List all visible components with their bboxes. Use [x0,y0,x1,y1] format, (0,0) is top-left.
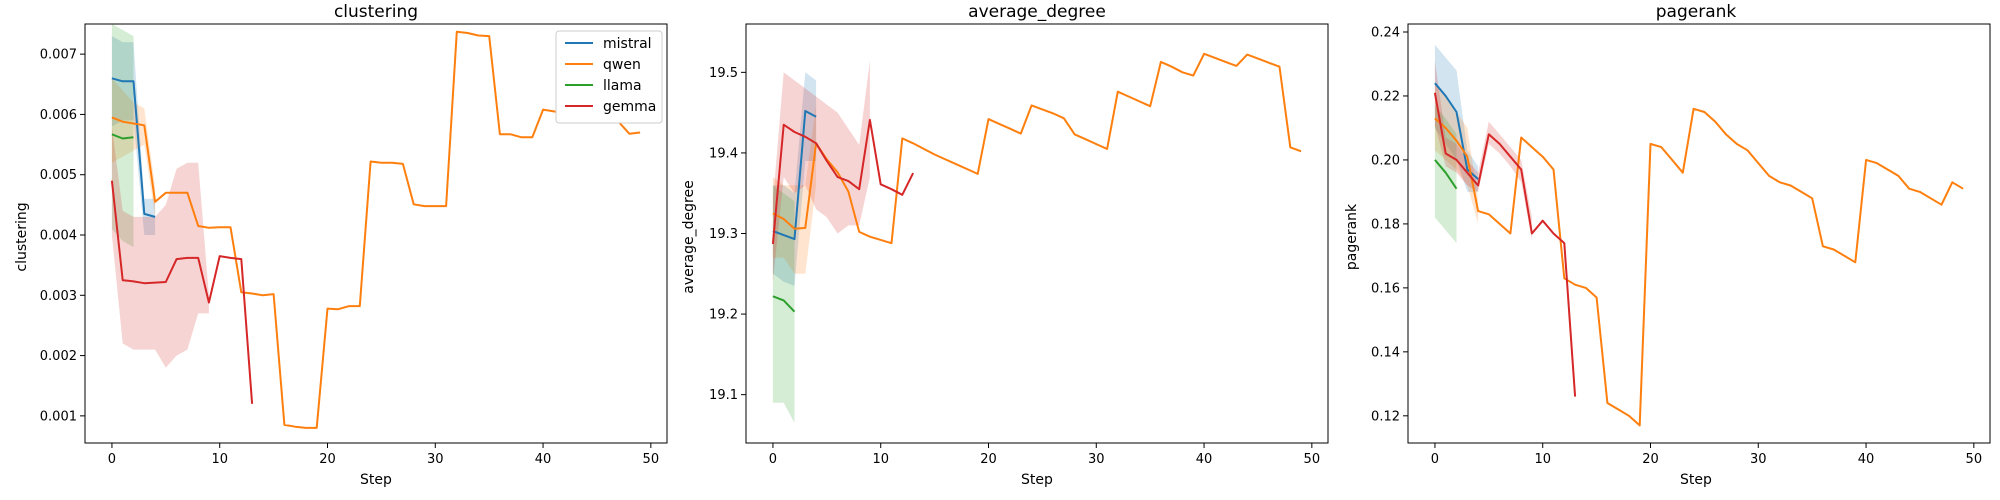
y-tick-label: 0.22 [1371,89,1400,104]
legend-label-mistral: mistral [603,36,652,52]
llama-series-line [1434,159,1458,190]
y-tick-label: 19.2 [709,308,738,323]
x-tick-label: 50 [1304,452,1321,467]
panel-title: pagerank [1656,2,1737,22]
y-tick-label: 0.006 [40,108,77,123]
llama-confidence-band [772,185,795,423]
y-tick-label: 0.003 [40,289,77,304]
y-tick-label: 19.1 [709,388,738,403]
x-tick-label: 40 [535,452,552,467]
y-tick-label: 0.20 [1371,153,1400,168]
llama-series-line [772,295,796,313]
qwen-confidence-band [772,104,817,274]
x-tick-label: 20 [1642,452,1659,467]
average-degree-panel: average_degree Step average_degree 0 10 20… [681,2,1329,488]
x-tick-label: 50 [1966,452,1983,467]
x-tick-label: 40 [1196,452,1213,467]
llama-series-line [111,133,134,140]
x-tick-label: 40 [1858,452,1875,467]
x-tick-label: 30 [427,452,444,467]
qwen-series-line [1434,107,1964,427]
axes-frame [84,23,668,444]
pagerank-panel: pagerank Step pagerank 0 10 20 30 40 50 0.12 0.… [1344,2,1991,488]
mistral-confidence-band [111,36,156,235]
y-tick-label: 0.005 [40,168,77,183]
legend-label-llama: llama [603,78,642,94]
y-axis-label: average_degree [681,180,697,293]
axes-frame [1407,23,1991,444]
y-tick-label: 0.007 [40,48,77,63]
legend-label-gemma: gemma [603,99,656,115]
mistral-series-line [111,77,156,218]
y-tick-label: 0.14 [1371,345,1400,360]
y-tick-label: 0.001 [40,409,77,424]
x-axis-label: Step [1680,472,1712,488]
clustering-panel: clustering Step clustering 0 10 20 30 40 50 0.… [14,2,668,488]
plot-area [1433,44,1964,427]
axes-frame [745,23,1329,444]
y-tick-label: 0.002 [40,349,77,364]
gemma-confidence-band [772,60,870,282]
x-tick-label: 30 [1750,452,1767,467]
plot-area [771,52,1302,423]
x-tick-label: 10 [211,452,228,467]
legend: mistral qwen llama gemma [555,30,663,124]
gemma-confidence-band [1434,60,1532,240]
x-axis-label: Step [1021,472,1053,488]
x-tick-label: 30 [1088,452,1105,467]
x-tick-label: 0 [108,452,116,467]
gemma-confidence-band [111,126,209,368]
x-tick-label: 20 [980,452,997,467]
y-axis-label: clustering [14,202,30,271]
mistral-series-line [772,110,817,241]
y-tick-label: 19.5 [709,66,738,81]
x-tick-label: 20 [319,452,336,467]
gemma-series-line [110,180,254,404]
mistral-confidence-band [772,72,817,286]
gemma-series-line [1433,92,1577,397]
y-tick-label: 0.004 [40,229,77,244]
legend-label-qwen: qwen [603,57,641,73]
y-tick-label: 0.12 [1371,409,1400,424]
x-tick-label: 50 [643,452,660,467]
y-tick-label: 0.24 [1371,25,1400,40]
x-tick-label: 0 [1431,452,1439,467]
y-tick-label: 19.4 [709,146,738,161]
x-axis-label: Step [360,472,392,488]
qwen-series-line [772,52,1302,245]
panel-title: clustering [334,2,418,22]
panel-title: average_degree [968,2,1106,22]
y-axis-label: pagerank [1344,203,1360,270]
x-tick-label: 0 [769,452,777,467]
qwen-confidence-band [1434,83,1479,224]
x-tick-label: 10 [872,452,889,467]
gemma-series-line [771,118,914,245]
legend-frame [555,30,663,124]
qwen-series-line [111,30,641,429]
plot-area [110,24,641,429]
y-tick-label: 19.3 [709,227,738,242]
x-tick-label: 10 [1534,452,1551,467]
y-tick-label: 0.18 [1371,217,1400,232]
y-tick-label: 0.16 [1371,281,1400,296]
qwen-confidence-band [111,78,156,217]
